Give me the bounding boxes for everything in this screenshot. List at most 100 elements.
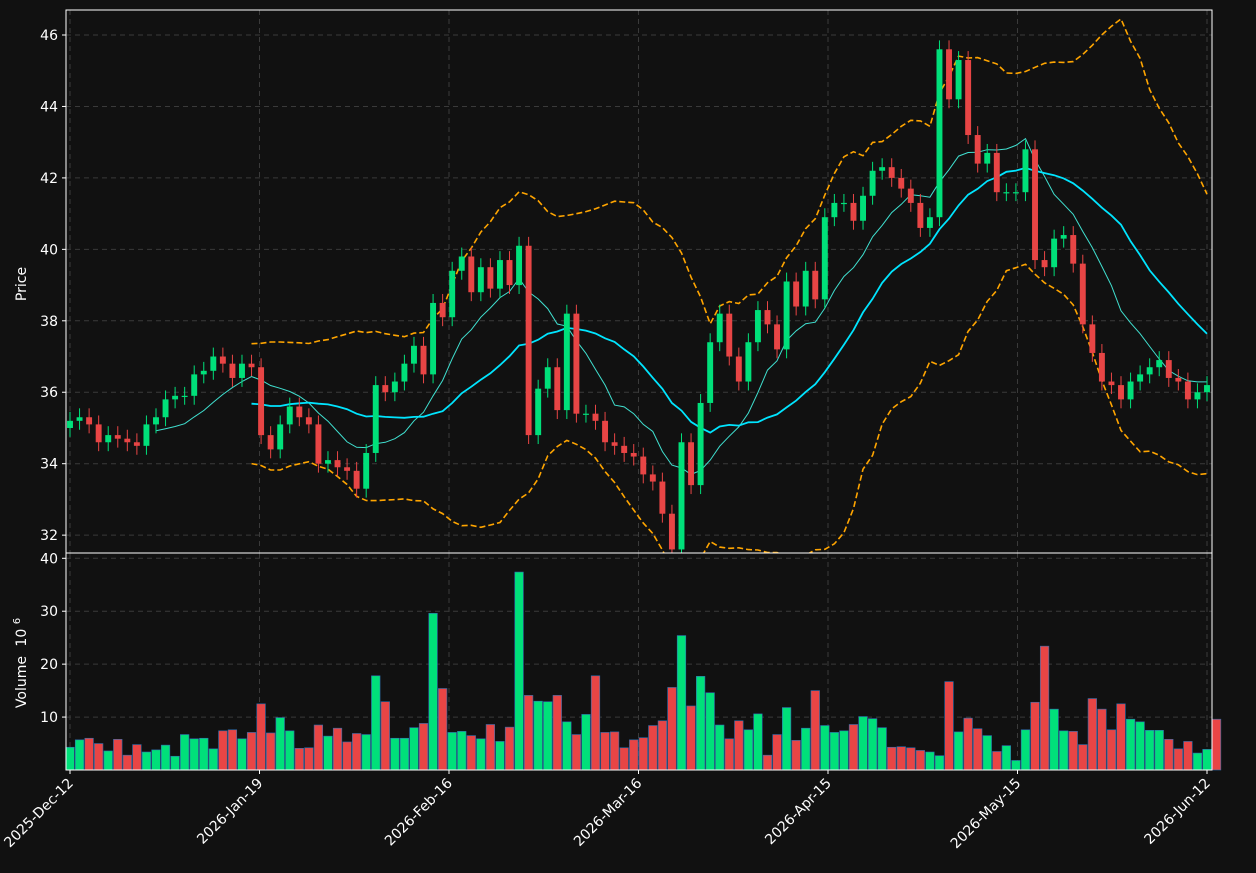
candle-body: [754, 310, 761, 343]
price-tick-label: 34: [40, 457, 58, 473]
candle-body: [1051, 238, 1058, 268]
volume-tick-label: 30: [40, 604, 58, 620]
volume-bar: [332, 727, 343, 771]
volume-bar: [380, 701, 390, 771]
candle-body: [401, 363, 408, 382]
candle-body: [745, 342, 752, 382]
candle-body: [172, 395, 179, 400]
volume-bar: [1087, 698, 1097, 771]
candle-body: [353, 470, 360, 489]
lower-band-line: [251, 263, 1208, 553]
volume-bar: [103, 750, 113, 771]
volume-bar: [1183, 741, 1193, 771]
candle-body: [114, 435, 121, 439]
candle-body: [496, 260, 503, 289]
candle-body: [248, 363, 255, 368]
candle-body: [697, 402, 704, 486]
candle-body: [1032, 149, 1038, 261]
volume-bar: [925, 751, 935, 771]
candle-body: [946, 49, 952, 100]
volume-bar: [1049, 708, 1059, 771]
volume-bar: [1173, 748, 1183, 771]
volume-axis-label: Volume 10 6: [12, 618, 30, 708]
candle-body: [688, 442, 695, 486]
candle-body: [296, 406, 303, 418]
volume-bar: [514, 571, 524, 771]
volume-bar: [982, 735, 992, 771]
candle-body: [554, 367, 561, 411]
candle-body: [735, 356, 742, 382]
candle-body: [659, 481, 666, 514]
volume-bar: [686, 705, 696, 771]
volume-bar: [409, 727, 419, 771]
volume-bar: [581, 714, 591, 771]
candle-body: [1137, 374, 1144, 382]
volume-bar: [237, 738, 247, 771]
volume-bar: [762, 754, 773, 771]
candle-body: [449, 270, 456, 318]
candle-body: [1070, 235, 1077, 264]
volume-bar: [1116, 703, 1126, 771]
bollinger-bands: [251, 17, 1208, 553]
volume-bar: [1078, 744, 1088, 771]
candle-body: [974, 135, 981, 164]
candle-body: [439, 302, 446, 318]
candle-body: [544, 367, 551, 389]
volume-bar: [992, 751, 1002, 771]
volume-tick-label: 20: [40, 657, 58, 673]
volume-bar: [1030, 701, 1040, 771]
volume-bar: [801, 727, 811, 771]
volume-bar: [227, 729, 238, 771]
candle-body: [210, 356, 217, 371]
candle-body: [535, 388, 542, 436]
candle-body: [907, 188, 914, 203]
volume-bar: [705, 692, 715, 771]
volume-bar: [877, 727, 887, 771]
candle-body: [363, 452, 370, 489]
volume-bar: [466, 735, 476, 771]
volume-axis-label-base: 10: [14, 629, 30, 647]
volume-bar: [667, 687, 677, 771]
volume-bar: [438, 688, 448, 771]
candle-body: [1079, 263, 1086, 325]
volume-bar: [1020, 729, 1031, 771]
candle-body: [258, 367, 265, 436]
volume-bar: [256, 703, 266, 771]
candle-body: [879, 167, 886, 171]
candle-body: [1194, 392, 1201, 400]
volume-bar: [1164, 739, 1174, 771]
candle-body: [487, 267, 494, 289]
volume-bar: [1211, 718, 1222, 771]
candle-body: [774, 324, 781, 350]
volume-bar: [151, 749, 161, 771]
candle-body: [1108, 381, 1115, 386]
candle-body: [143, 424, 150, 446]
price-tick-label: 36: [40, 385, 58, 401]
candle-body: [1041, 260, 1048, 268]
volume-bar: [504, 726, 515, 771]
candle-body: [831, 202, 838, 218]
volume-bar: [552, 695, 562, 771]
candle-body: [764, 310, 771, 325]
volume-bar: [313, 724, 324, 771]
candle-body: [917, 202, 924, 228]
volume-bar: [180, 734, 190, 771]
candle-body: [621, 445, 628, 453]
candle-body: [1118, 385, 1124, 400]
volume-bar: [724, 738, 734, 771]
candle-body: [611, 442, 618, 446]
volume-bar: [858, 716, 868, 771]
volume-bar: [94, 743, 104, 771]
candle-body: [219, 356, 226, 364]
volume-bar: [781, 707, 792, 771]
volume-bar: [1001, 745, 1011, 771]
candle-body: [850, 202, 857, 221]
volume-bar: [275, 717, 285, 771]
volume-bar: [629, 739, 639, 771]
volume-bar: [1192, 752, 1203, 771]
candle-body: [716, 313, 723, 343]
volume-bar: [199, 737, 209, 771]
price-tick-label: 42: [40, 171, 58, 187]
candle-body: [630, 452, 637, 457]
